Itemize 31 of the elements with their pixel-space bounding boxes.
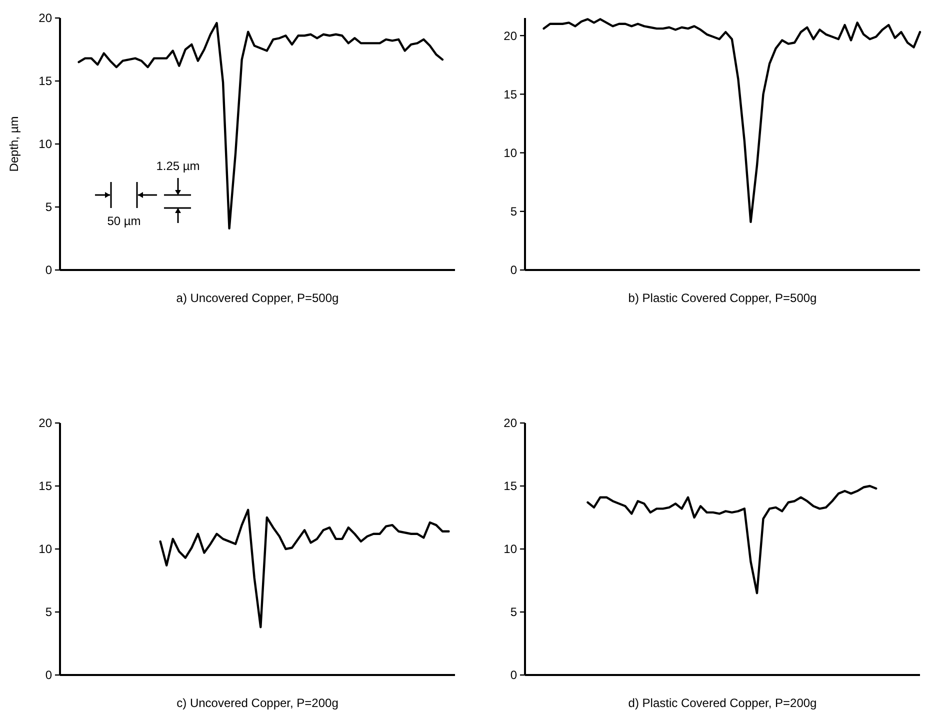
y-tick-label: 5: [510, 204, 518, 219]
y-tick-label: 10: [38, 137, 52, 152]
text: c) Uncovered Copper, P=200g: [176, 696, 338, 710]
y-tick-label: 10: [38, 542, 52, 556]
y-tick-label: 15: [38, 74, 52, 88]
y-axis-title: Depth, µm: [7, 116, 21, 172]
y-tick-label: 20: [38, 416, 52, 430]
y-tick-label: 0: [45, 668, 52, 682]
y-tick-label: 15: [504, 87, 518, 102]
text: a) Uncovered Copper, P=500g: [176, 291, 339, 305]
text: b) Plastic Covered Copper, P=500g: [628, 291, 817, 305]
annotation: 1.25 µm: [156, 159, 200, 173]
y-tick-label: 20: [504, 28, 518, 43]
y-tick-label: 20: [504, 416, 518, 430]
y-tick-label: 5: [45, 200, 52, 214]
annotation: 50 µm: [107, 214, 141, 228]
y-tick-label: 10: [504, 542, 518, 556]
y-tick-label: 5: [510, 605, 518, 620]
text: d) Plastic Covered Copper, P=200g: [628, 696, 817, 710]
line-series: [542, 18, 922, 224]
y-tick-label: 20: [38, 11, 52, 26]
y-tick-label: 15: [504, 479, 518, 494]
y-tick-label: 10: [504, 146, 518, 160]
line-series: [78, 22, 444, 230]
y-tick-label: 0: [45, 263, 52, 278]
y-tick-label: 0: [510, 263, 518, 278]
line-series: [159, 508, 450, 628]
line-series: [586, 484, 878, 594]
y-tick-label: 5: [45, 605, 52, 620]
y-tick-label: 15: [38, 479, 52, 494]
y-tick-label: 0: [510, 668, 518, 682]
